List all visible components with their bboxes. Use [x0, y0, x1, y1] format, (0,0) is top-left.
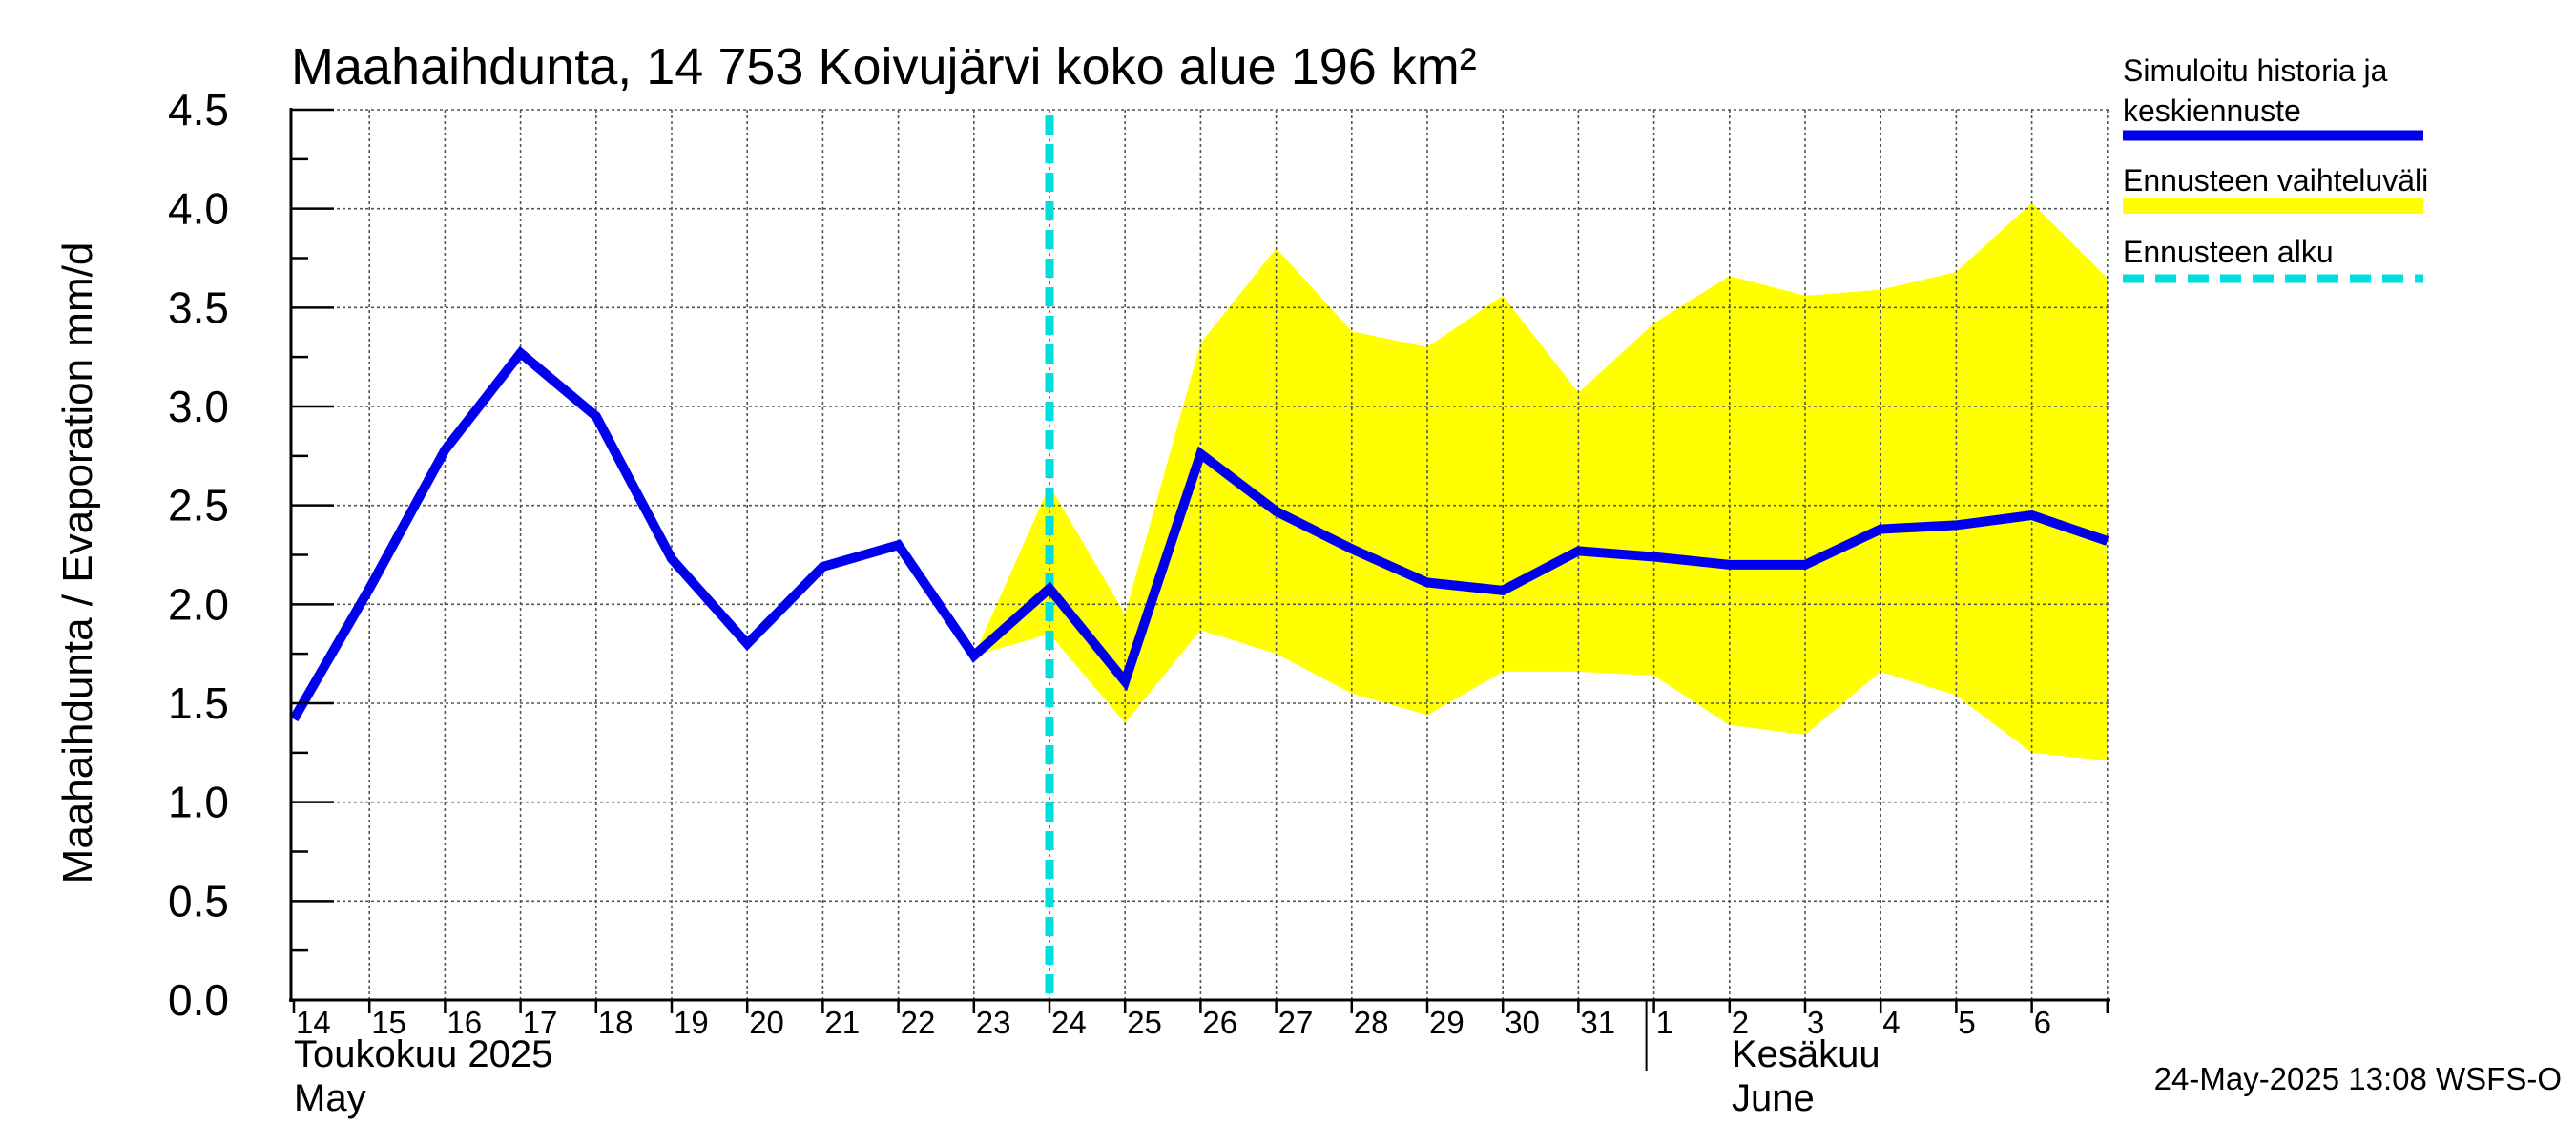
month-label-june-fi: Kesäkuu	[1732, 1033, 1880, 1075]
legend: Simuloitu historia ja keskiennuste Ennus…	[2123, 53, 2428, 283]
month-label-june-en: June	[1732, 1077, 1815, 1119]
y-tick-label: 1.0	[168, 778, 229, 827]
x-tick-label: 25	[1127, 1005, 1162, 1040]
x-tick-label: 6	[2034, 1005, 2051, 1040]
axis-layer	[289, 108, 2110, 1071]
x-tick-label: 2	[1732, 1005, 1749, 1040]
x-tick-label: 31	[1580, 1005, 1615, 1040]
y-tick-label: 0.5	[168, 876, 229, 926]
x-tick-label: 3	[1807, 1005, 1824, 1040]
x-tick-label: 28	[1354, 1005, 1389, 1040]
x-tick-label: 24	[1051, 1005, 1087, 1040]
x-tick-label: 1	[1656, 1005, 1673, 1040]
y-tick-label: 4.0	[168, 184, 229, 234]
y-tick-label: 1.5	[168, 678, 229, 728]
x-tick-label: 19	[674, 1005, 709, 1040]
y-axis-label: Maahaihdunta / Evaporation mm/d	[54, 242, 101, 885]
legend-label-forecast-start: Ennusteen alku	[2123, 235, 2334, 269]
legend-label-band: Ennusteen vaihteluväli	[2123, 163, 2428, 198]
x-tick-label: 4	[1882, 1005, 1900, 1040]
x-tick-label: 23	[976, 1005, 1011, 1040]
series-line-mean	[289, 345, 2109, 722]
series-layer	[289, 345, 2109, 722]
y-tick-labels: 0.0 0.5 1.0 1.5 2.0 2.5 3.0 3.5 4.0 4.5	[168, 85, 229, 1025]
x-tick-label: 29	[1429, 1005, 1465, 1040]
y-tick-label: 3.5	[168, 282, 229, 332]
y-tick-label: 4.5	[168, 85, 229, 135]
y-tick-label: 3.0	[168, 382, 229, 431]
legend-label-mean-line2: keskiennuste	[2123, 94, 2301, 128]
x-tick-labels: 14 15 16 17 18 19 20 21 22 23 24 25 26 27 28 29 30 31 1 2 3 4…	[296, 1005, 2051, 1040]
x-tick-label: 14	[296, 1005, 331, 1040]
x-tick-label: 26	[1202, 1005, 1237, 1040]
month-label-may-en: May	[294, 1077, 366, 1119]
forecast-band-layer	[973, 202, 2108, 761]
x-tick-label: 18	[598, 1005, 634, 1040]
month-label-may-fi: Toukokuu 2025	[294, 1033, 552, 1075]
x-tick-label: 16	[447, 1005, 482, 1040]
x-tick-label: 17	[523, 1005, 558, 1040]
y-tick-label: 2.0	[168, 579, 229, 629]
legend-label-mean-line1: Simuloitu historia ja	[2123, 53, 2388, 88]
x-tick-label: 5	[1958, 1005, 1975, 1040]
x-tick-label: 22	[901, 1005, 936, 1040]
x-tick-label: 20	[749, 1005, 784, 1040]
x-tick-label: 30	[1505, 1005, 1540, 1040]
y-tick-label: 0.0	[168, 975, 229, 1025]
x-tick-label: 21	[824, 1005, 860, 1040]
x-tick-label: 15	[371, 1005, 406, 1040]
chart-title: Maahaihdunta, 14 753 Koivujärvi koko alu…	[291, 38, 1477, 95]
forecast-band	[973, 202, 2108, 761]
x-tick-label: 27	[1278, 1005, 1314, 1040]
y-tick-label: 2.5	[168, 481, 229, 531]
footer-timestamp: 24-May-2025 13:08 WSFS-O	[2154, 1061, 2562, 1096]
